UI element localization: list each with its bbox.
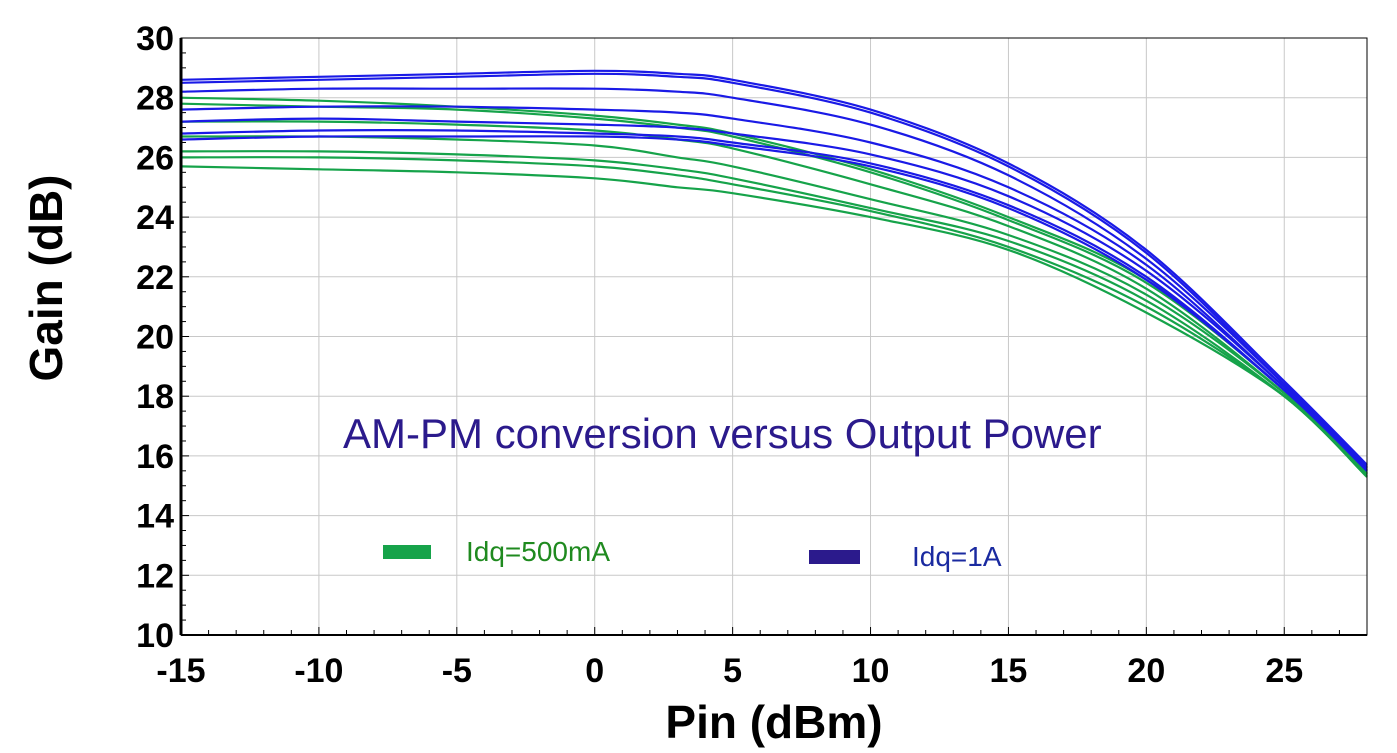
y-axis-title: Gain (dB) [20,175,72,382]
x-tick-label: 25 [1265,652,1303,690]
series-line-1a-12 [180,129,1368,472]
y-tick-label: 18 [136,378,174,416]
x-tick-label: 10 [852,652,890,690]
legend-label-1a: Idq=1A [912,541,1002,572]
y-tick-label: 14 [136,498,174,536]
y-tick-label: 22 [136,259,174,297]
y-tick-label: 24 [136,199,174,237]
series-line-500ma-4 [180,150,1368,478]
y-tick-label: 26 [136,139,174,177]
series-line-1a-7 [180,69,1368,466]
x-tick-label: 20 [1127,652,1165,690]
series-line-1a-8 [180,72,1368,469]
y-tick-label: 30 [136,20,174,58]
x-tick-label: 15 [990,652,1028,690]
y-tick-label: 12 [136,557,174,595]
series-lines [180,69,1368,478]
y-tick-label: 28 [136,80,174,118]
legend-label-500ma: Idq=500mA [466,536,610,567]
legend-swatch-500ma [383,545,431,559]
legend: Idq=500mA Idq=1A [383,536,1002,572]
series-line-1a-10 [180,105,1368,469]
series-line-500ma-5 [180,156,1368,478]
series-line-1a-11 [180,117,1368,472]
y-tick-label: 20 [136,319,174,357]
series-line-500ma-3 [180,135,1368,475]
y-tick-labels: 10 12 14 16 18 20 22 24 26 28 30 [136,20,174,655]
x-tick-label: -10 [294,652,343,690]
x-tick-label: -5 [442,652,472,690]
series-line-500ma-6 [180,165,1368,478]
x-tick-label: 0 [585,652,604,690]
chart-title: AM-PM conversion versus Output Power [343,410,1102,457]
y-tick-label: 16 [136,438,174,476]
y-tick-label: 10 [136,617,174,655]
x-tick-labels: -15 -10 -5 0 5 10 15 20 25 [156,652,1303,690]
x-tick-label: 5 [723,652,742,690]
series-line-500ma-2 [180,120,1368,475]
series-line-1a-13 [180,135,1368,472]
legend-swatch-1a [809,550,860,564]
x-tick-label: -15 [156,652,205,690]
series-line-1a-9 [180,87,1368,469]
x-axis-title: Pin (dBm) [665,696,882,748]
